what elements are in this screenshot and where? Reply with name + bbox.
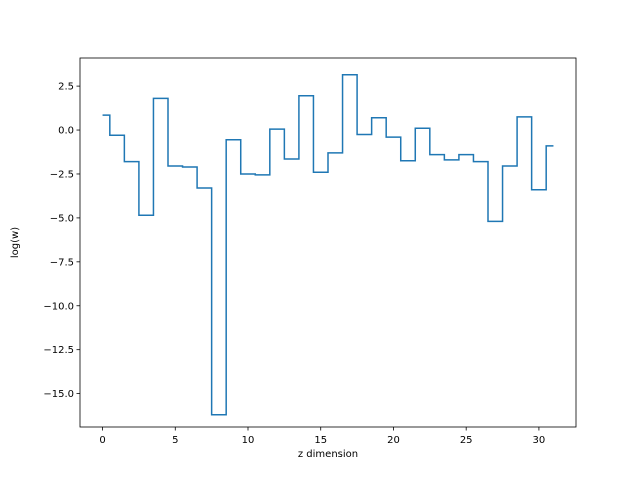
- y-tick-label: −15.0: [43, 389, 74, 400]
- axes-frame: [79, 57, 577, 428]
- plot-area: [102, 73, 554, 416]
- x-tick-label: 25: [460, 435, 473, 446]
- x-tick-label: 30: [533, 435, 546, 446]
- series-line: [102, 73, 554, 416]
- y-tick-label: −5.0: [50, 213, 74, 224]
- y-tick-label: −10.0: [43, 301, 74, 312]
- y-tick-label: 0.0: [58, 126, 74, 137]
- y-tick-label: 2.5: [58, 82, 74, 93]
- y-tick-label: −2.5: [50, 169, 74, 180]
- x-axis-label: z dimension: [298, 449, 358, 460]
- x-tick-label: 10: [242, 435, 255, 446]
- y-axis-label: log(w): [10, 227, 21, 258]
- axis-ticks: 0 5 10 15 20 25 30 2.5 0.0 −2.5 −5.0 −7.5 −10.0 −12.5…: [43, 82, 545, 446]
- x-tick-label: 0: [99, 435, 105, 446]
- y-tick-label: −12.5: [43, 345, 74, 356]
- x-tick-label: 20: [387, 435, 400, 446]
- x-tick-label: 5: [172, 435, 178, 446]
- y-tick-label: −7.5: [50, 257, 74, 268]
- x-tick-label: 15: [314, 435, 327, 446]
